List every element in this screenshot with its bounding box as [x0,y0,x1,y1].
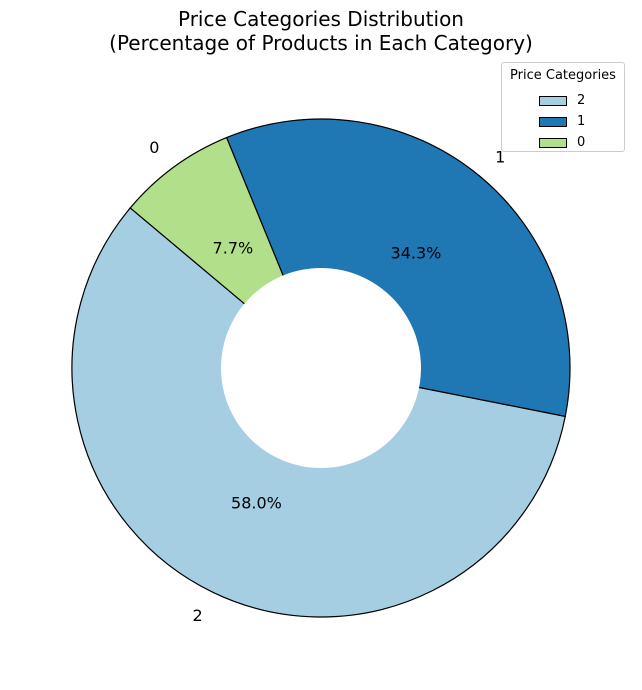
legend-swatch [539,95,567,106]
legend-label: 1 [577,114,586,129]
percent-label-0: 7.7% [213,238,254,257]
legend-entry-0: 0 [539,132,585,153]
legend-swatch [539,116,567,127]
slice-labels: 2 58.0% 1 34.3% 0 7.7% [149,138,505,625]
category-label-1: 1 [495,148,505,167]
legend: Price Categories 2 1 0 [501,62,625,152]
legend-label: 0 [577,135,586,150]
legend-entries: 2 1 0 [539,90,585,153]
legend-title: Price Categories [510,68,616,83]
category-label-0: 0 [149,138,159,157]
legend-entry-2: 2 [539,90,585,111]
legend-swatch [539,137,567,148]
donut-hole [221,268,421,468]
category-label-2: 2 [192,606,202,625]
chart-title-line-2: (Percentage of Products in Each Category… [109,31,533,55]
legend-label: 2 [577,93,586,108]
legend-entry-1: 1 [539,111,585,132]
percent-label-2: 58.0% [231,494,282,513]
percent-label-1: 34.3% [391,244,442,263]
chart-title-line-1: Price Categories Distribution [178,7,464,31]
